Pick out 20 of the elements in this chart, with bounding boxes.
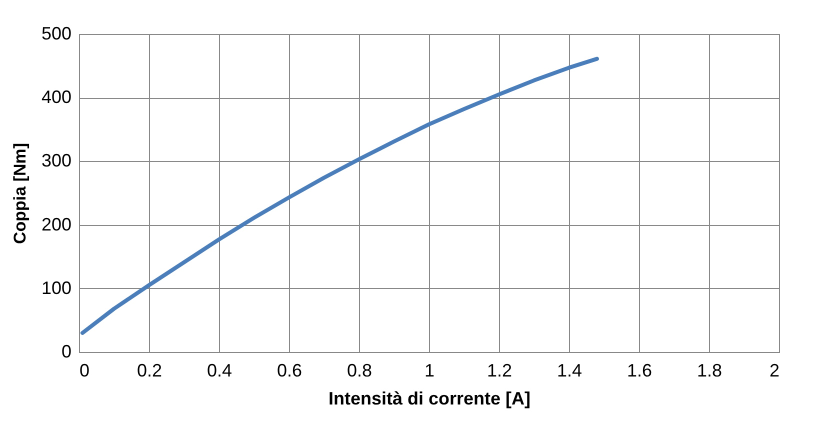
y-tick-label: 500	[41, 24, 72, 44]
y-tick-label: 0	[61, 342, 72, 362]
y-tick-label: 100	[41, 278, 72, 298]
x-tick-label: 1	[424, 360, 435, 380]
x-tick-label: 1.6	[626, 360, 652, 380]
line-series	[80, 56, 599, 335]
x-tick-label: 0.6	[276, 360, 302, 380]
x-tick-label: 1.2	[486, 360, 512, 380]
y-axis-title: Coppia [Nm]	[10, 142, 30, 244]
x-tick-label: 0.4	[206, 360, 232, 380]
y-tick-label: 400	[41, 87, 72, 108]
x-tick-label: 0.2	[136, 360, 162, 380]
x-tick-label: 1.8	[696, 360, 722, 380]
x-tick-label: 0.8	[346, 360, 372, 380]
x-tick-label: 1.4	[556, 360, 582, 380]
y-tick-label: 300	[41, 150, 72, 171]
x-tick-label: 2	[769, 360, 780, 380]
x-axis-title: Intensità di corrente [A]	[328, 388, 531, 408]
y-tick-label: 200	[41, 214, 72, 234]
x-tick-label: 0	[80, 360, 90, 380]
